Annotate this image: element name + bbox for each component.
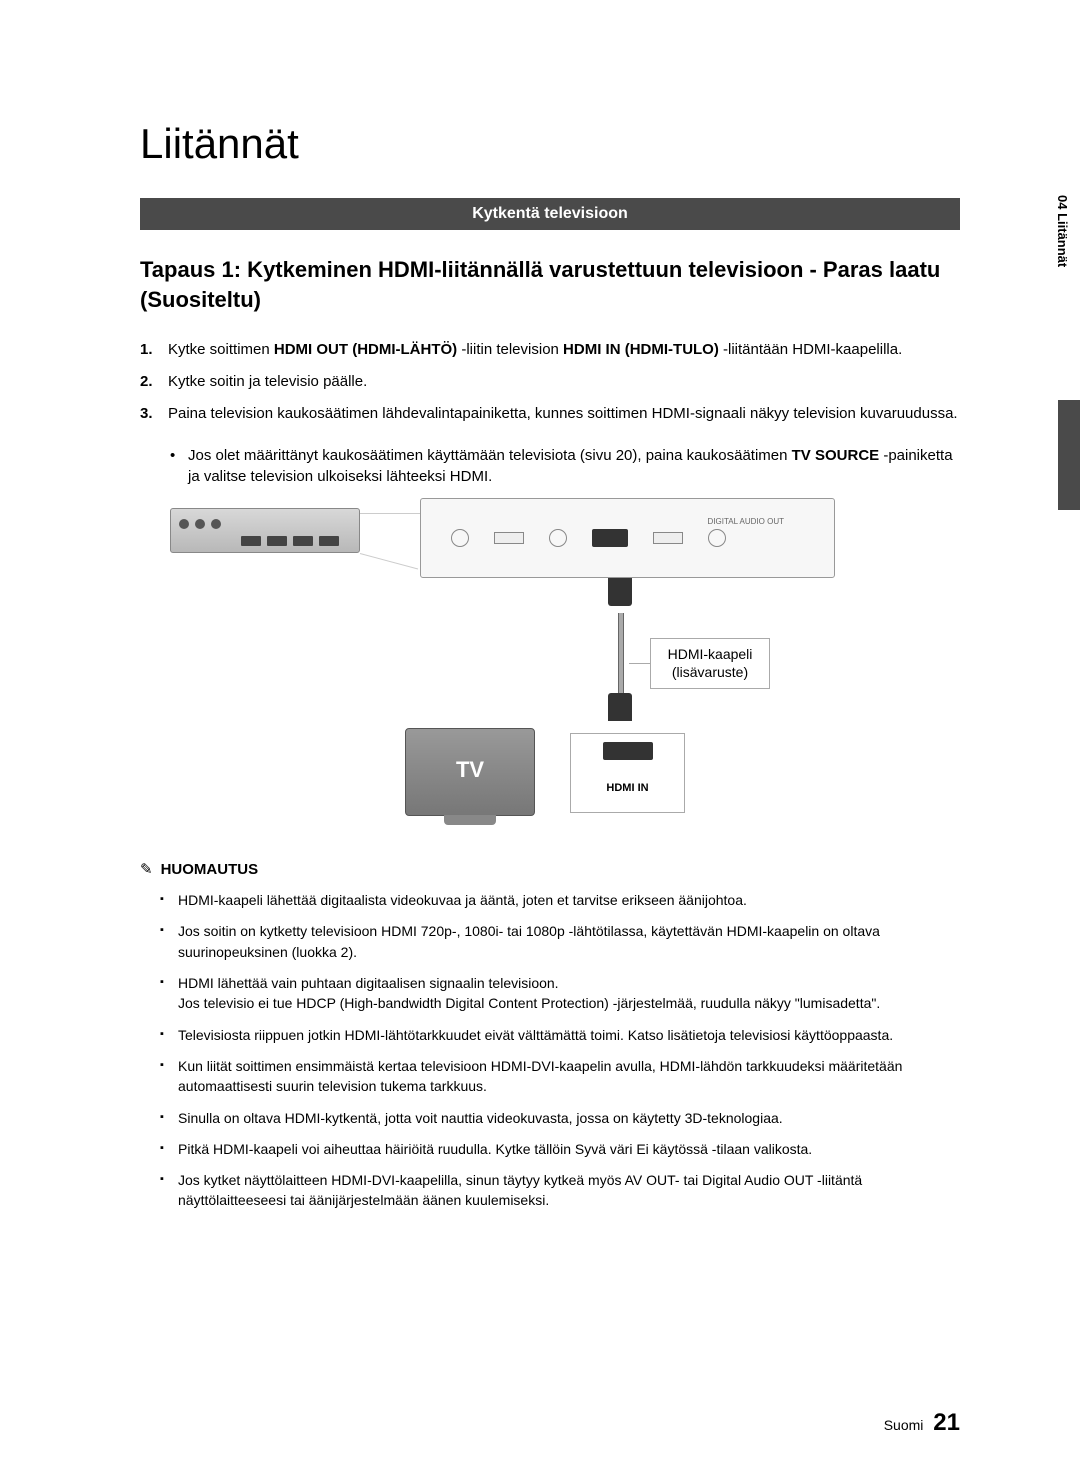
- cable-label-1: HDMI-kaapeli: [657, 645, 763, 663]
- footer-lang: Suomi: [884, 1417, 924, 1433]
- connection-diagram: DIGITAL AUDIO OUT HDMI-kaapeli (lisävaru…: [170, 498, 960, 838]
- notes-list: HDMI-kaapeli lähettää digitaalista video…: [140, 890, 960, 1211]
- tv-label: TV: [456, 757, 484, 783]
- cable-plug-top: [605, 578, 635, 613]
- step1-b2: HDMI IN (HDMI-TULO): [563, 341, 719, 358]
- note-item: HDMI lähettää vain puhtaan digitaalisen …: [178, 973, 960, 1014]
- case-title: Tapaus 1: Kytkeminen HDMI-liitännällä va…: [140, 255, 960, 314]
- cable-label-box: HDMI-kaapeli (lisävaruste): [650, 638, 770, 688]
- cable-line: [618, 613, 624, 693]
- hdmi-in-box: HDMI IN: [570, 733, 685, 813]
- note-item: Pitkä HDMI-kaapeli voi aiheuttaa häiriöi…: [178, 1139, 960, 1159]
- step-2: Kytke soitin ja televisio päälle.: [140, 371, 960, 393]
- step3-sub: Jos olet määrittänyt kaukosäätimen käytt…: [140, 445, 960, 489]
- note-item: Kun liität soittimen ensimmäistä kertaa …: [178, 1056, 960, 1097]
- step1-post: -liitäntään HDMI-kaapelilla.: [719, 341, 902, 358]
- step3-sub-pre: Jos olet määrittänyt kaukosäätimen käytt…: [188, 447, 792, 464]
- section-header: Kytkentä televisioon: [140, 198, 960, 230]
- player-device: [170, 508, 360, 553]
- step1-mid: -liitin television: [457, 341, 563, 358]
- steps-list: Kytke soittimen HDMI OUT (HDMI-LÄHTÖ) -l…: [140, 339, 960, 424]
- step-3: Paina television kaukosäätimen lähdevali…: [140, 403, 960, 425]
- note-item: Sinulla on oltava HDMI-kytkentä, jotta v…: [178, 1108, 960, 1128]
- page-content: Liitännät Kytkentä televisioon Tapaus 1:…: [0, 0, 1080, 1282]
- step-1: Kytke soittimen HDMI OUT (HDMI-LÄHTÖ) -l…: [140, 339, 960, 361]
- hdmi-in-label: HDMI IN: [571, 782, 684, 794]
- tv-device: TV: [405, 728, 535, 816]
- port-callout: DIGITAL AUDIO OUT: [420, 498, 835, 578]
- page-title: Liitännät: [140, 120, 960, 168]
- step1-pre: Kytke soittimen: [168, 341, 274, 358]
- step1-b1: HDMI OUT (HDMI-LÄHTÖ): [274, 341, 457, 358]
- note-item: Jos soitin on kytketty televisioon HDMI …: [178, 921, 960, 962]
- note-item: HDMI-kaapeli lähettää digitaalista video…: [178, 890, 960, 910]
- cable-label-2: (lisävaruste): [657, 663, 763, 681]
- note-item: Televisiosta riippuen jotkin HDMI-lähtöt…: [178, 1025, 960, 1045]
- page-footer: Suomi 21: [884, 1409, 960, 1437]
- hdmi-port: [592, 529, 628, 547]
- footer-page-num: 21: [933, 1409, 960, 1436]
- note-header: HUOMAUTUS: [140, 860, 960, 878]
- step3-sub-b1: TV SOURCE: [792, 447, 880, 464]
- cable-plug-bottom: [605, 693, 635, 728]
- note-item: Jos kytket näyttölaitteen HDMI-DVI-kaape…: [178, 1170, 960, 1211]
